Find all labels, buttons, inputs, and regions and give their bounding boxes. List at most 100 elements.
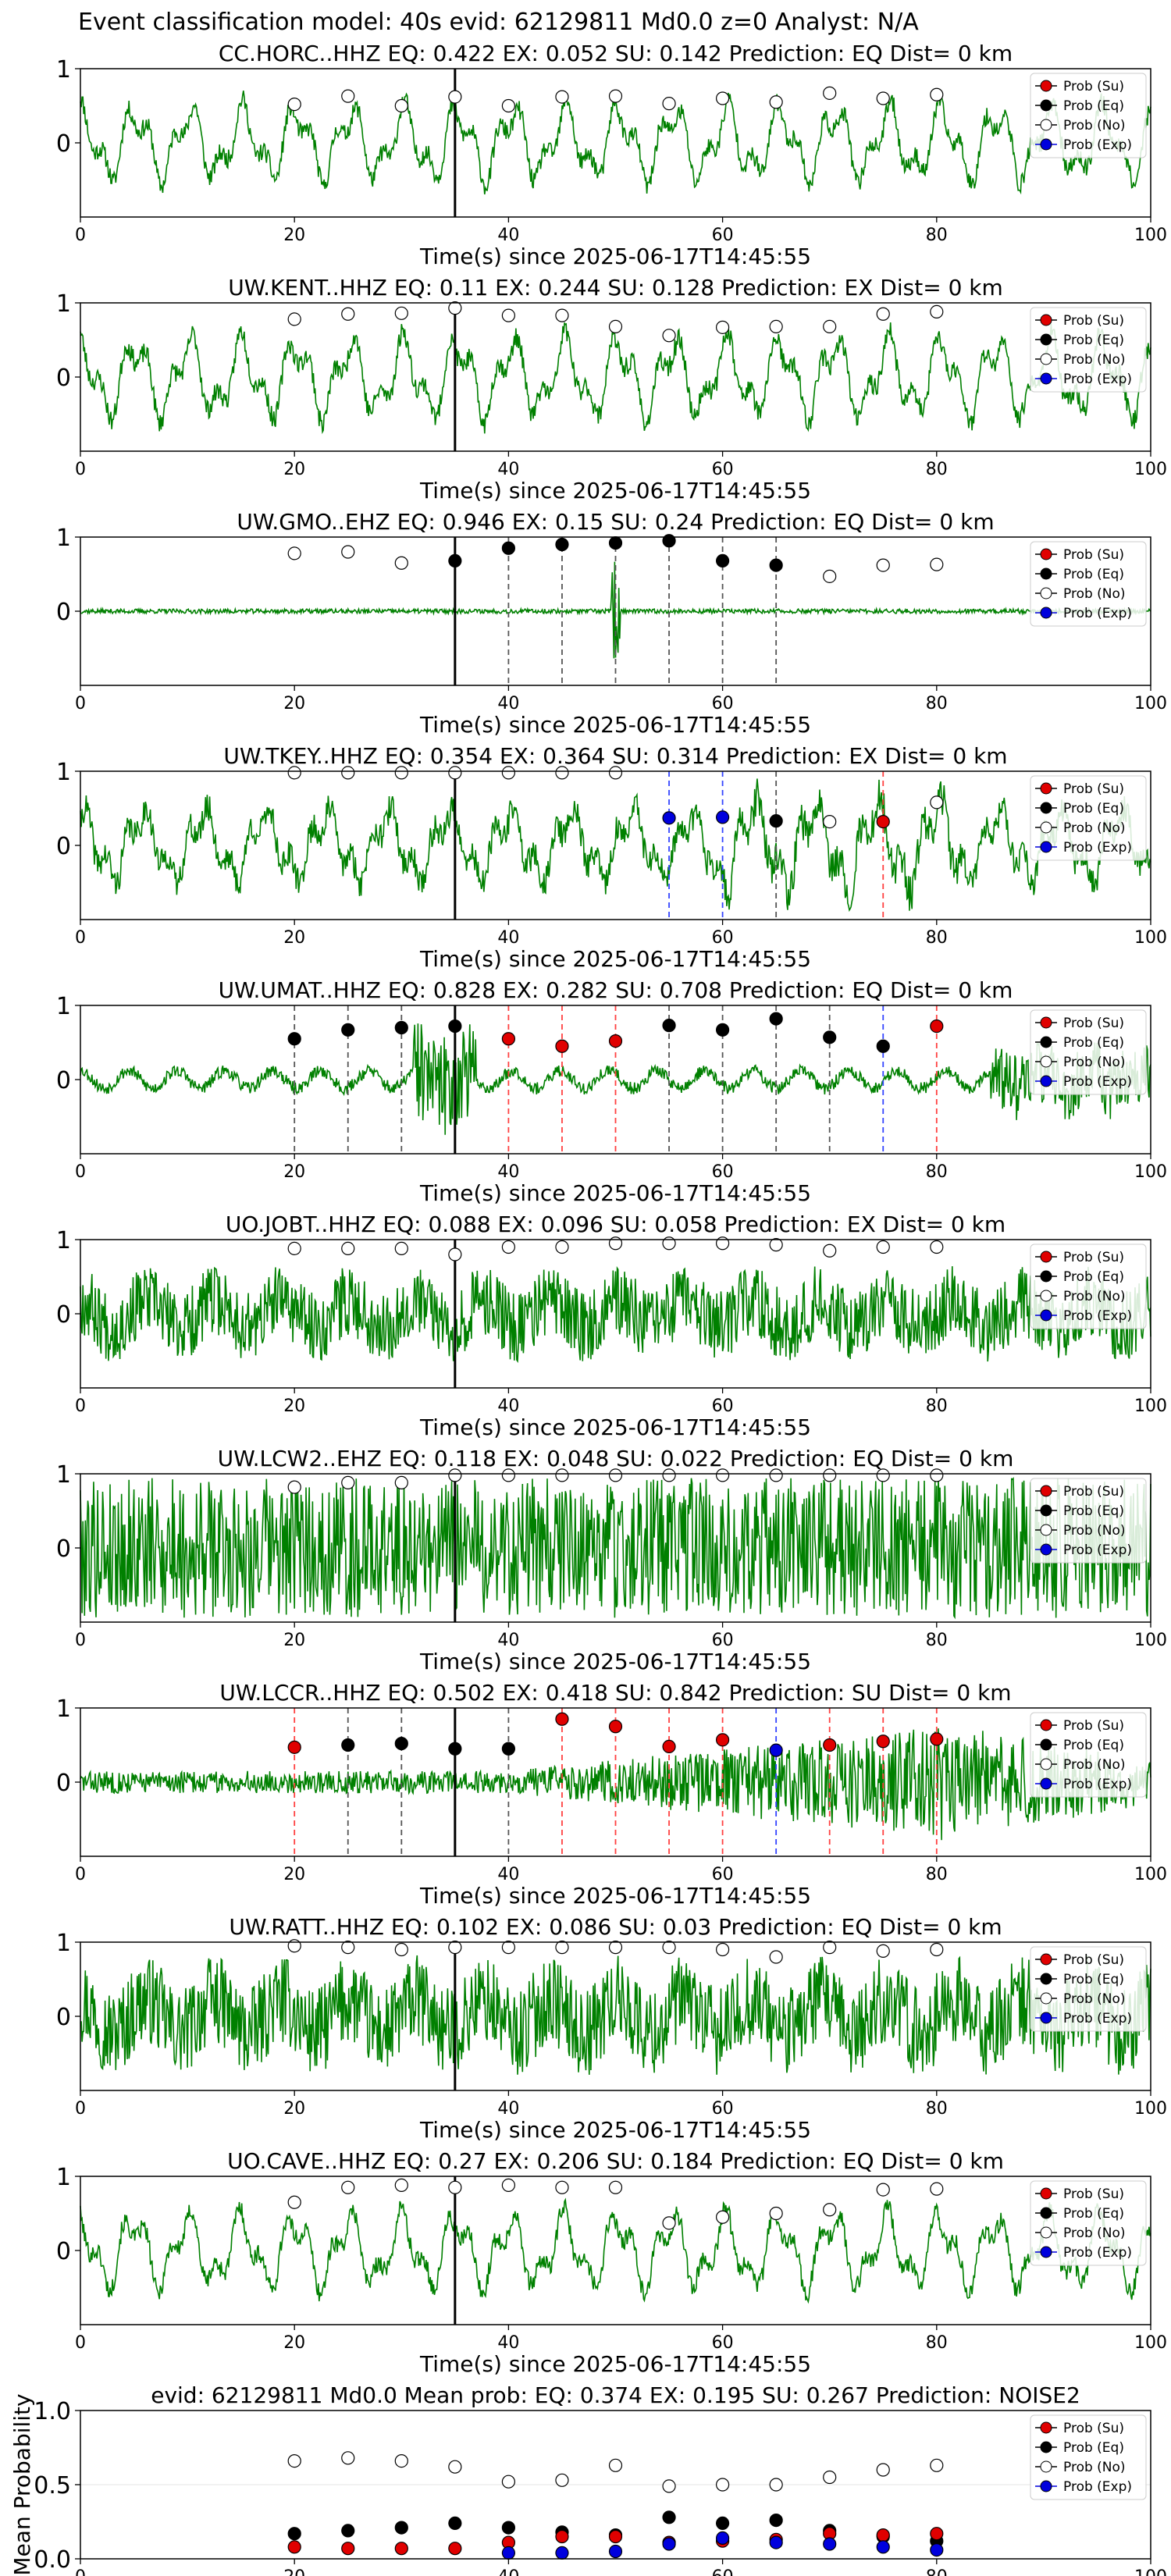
x-tick-label: 40 (497, 1631, 519, 1650)
y-tick-label: 1.0 (34, 2398, 71, 2425)
prob-eq-point (341, 1023, 355, 1037)
mean-no-point (394, 2454, 408, 2468)
legend-prob-eq-marker (1040, 1973, 1052, 1985)
legend-prob-no-marker (1040, 2460, 1052, 2473)
legend-prob-no-marker (1040, 1290, 1052, 1302)
x-axis-label: Time(s) since 2025-06-17T14:45:55 (419, 1180, 811, 1206)
prob-eq-point (448, 1019, 462, 1034)
prob-no-point (448, 90, 462, 104)
y-axis-label: Mean Probability (9, 2393, 35, 2575)
y-tick-label: 1 (56, 56, 71, 84)
prob-su-point (715, 1733, 730, 1747)
prob-eq-point (448, 1742, 462, 1756)
legend-prob-su: Prob (Su) (1063, 547, 1124, 563)
mean-no-point (715, 2478, 730, 2492)
mean-exp-point (662, 2537, 676, 2551)
x-tick-label: 80 (926, 1162, 948, 1182)
y-tick-label: 0 (56, 599, 71, 626)
prob-no-point (930, 87, 944, 101)
legend-prob-su-marker (1040, 314, 1052, 326)
mean-exp-point (769, 2535, 783, 2549)
legend-box (1030, 541, 1147, 627)
mean-no-point (287, 2454, 301, 2468)
legend-prob-su-marker (1040, 2187, 1052, 2200)
legend-prob-exp-marker (1040, 1309, 1052, 1322)
plot-frame (80, 68, 1151, 218)
prob-no-point (715, 1468, 730, 1482)
prob-no-point (555, 2180, 569, 2194)
x-tick-label: 80 (926, 460, 948, 479)
prob-eq-point (769, 558, 783, 572)
legend-prob-eq-marker (1040, 1504, 1052, 1517)
mean-no-point (823, 2470, 837, 2485)
prob-eq-point (341, 1738, 355, 1752)
mean-eq-point (715, 2516, 730, 2530)
prob-eq-point (769, 1012, 783, 1026)
prob-no-point (555, 766, 569, 780)
legend-prob-eq-marker (1040, 2441, 1052, 2453)
prob-eq-point (608, 535, 623, 550)
legend-prob-eq: Prob (Eq) (1063, 1269, 1124, 1285)
prob-no-point (608, 1468, 623, 1482)
prob-no-point (501, 1941, 516, 1955)
panel-title: UW.GMO..EHZ EQ: 0.946 EX: 0.15 SU: 0.24 … (237, 509, 994, 535)
panel-title: UW.TKEY..HHZ EQ: 0.354 EX: 0.364 SU: 0.3… (223, 743, 1007, 769)
panels: CC.HORC..HHZ EQ: 0.422 EX: 0.052 SU: 0.1… (9, 41, 1167, 2576)
x-tick-label: 100 (1134, 1397, 1167, 1416)
prob-no-point (662, 1468, 676, 1482)
prob-no-point (448, 301, 462, 315)
prob-no-point (876, 2183, 890, 2197)
x-tick-label: 0 (75, 2099, 86, 2119)
x-tick-label: 100 (1134, 226, 1167, 245)
legend-prob-exp-marker (1040, 2012, 1052, 2024)
x-tick-label: 0 (75, 694, 86, 713)
prob-no-point (341, 766, 355, 780)
figure-title: Event classification model: 40s evid: 62… (78, 9, 919, 36)
mean-su-point (341, 2542, 355, 2556)
plot-frame (80, 2176, 1151, 2325)
x-tick-label: 40 (497, 2333, 519, 2353)
prob-no-point (930, 2182, 944, 2196)
plot-frame (80, 536, 1151, 686)
mean-exp-point (823, 2537, 837, 2551)
panel-title: UW.LCCR..HHZ EQ: 0.502 EX: 0.418 SU: 0.8… (219, 1680, 1011, 1706)
x-tick-label: 40 (497, 460, 519, 479)
prob-su-point (823, 1738, 837, 1752)
panel-5: UO.JOBT..HHZ EQ: 0.088 EX: 0.096 SU: 0.0… (56, 1212, 1167, 1440)
x-tick-label: 80 (926, 2333, 948, 2353)
prob-no-point (394, 306, 408, 320)
legend-prob-no: Prob (No) (1063, 586, 1126, 602)
legend-prob-su: Prob (Su) (1063, 2186, 1124, 2202)
prob-eq-point (394, 1020, 408, 1035)
legend-prob-su: Prob (Su) (1063, 1484, 1124, 1500)
legend-prob-no: Prob (No) (1063, 1055, 1126, 1070)
mean-exp-point (608, 2544, 623, 2559)
prob-no-point (715, 1942, 730, 1957)
y-tick-label: 0 (56, 130, 71, 158)
legend-box (1030, 1478, 1147, 1564)
x-axis-label: Time(s) since 2025-06-17T14:45:55 (419, 2351, 811, 2377)
prob-no-point (876, 1944, 890, 1958)
legend-prob-su-marker (1040, 548, 1052, 560)
prob-no-point (555, 1468, 569, 1482)
x-tick-label: 20 (283, 694, 305, 713)
x-tick-label: 80 (926, 2567, 948, 2576)
prob-no-point (608, 319, 623, 333)
waveform-trace (80, 1477, 1151, 1620)
prob-no-point (876, 1468, 890, 1482)
prob-exp-point (715, 810, 730, 824)
plot-frame (80, 1707, 1151, 1857)
mean-eq-point (501, 2521, 516, 2535)
prob-no-point (930, 1240, 944, 1254)
prob-eq-point (662, 1019, 676, 1033)
x-tick-label: 40 (497, 2099, 519, 2119)
prob-no-point (930, 795, 944, 809)
mean-eq-point (769, 2514, 783, 2528)
prob-su-point (287, 1740, 301, 1754)
legend-prob-exp: Prob (Exp) (1063, 606, 1132, 621)
legend-prob-exp: Prob (Exp) (1063, 840, 1132, 856)
legend-prob-exp-marker (1040, 2480, 1052, 2492)
x-tick-label: 60 (712, 2567, 734, 2576)
legend-prob-su-marker (1040, 1016, 1052, 1029)
legend-box (1030, 1244, 1147, 1329)
